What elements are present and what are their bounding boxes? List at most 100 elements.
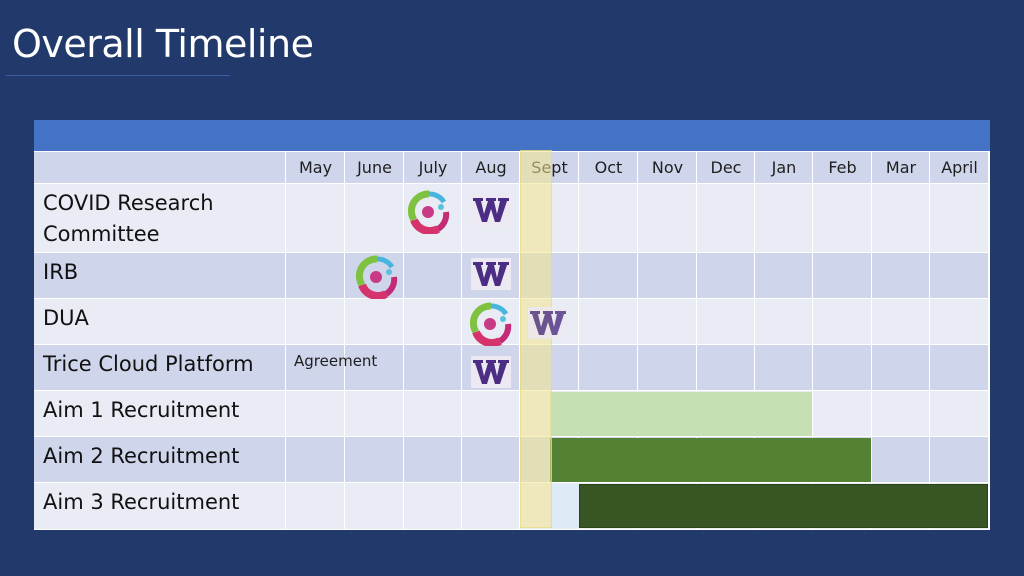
table-cell [286,184,345,253]
month-label: Jan [771,158,797,177]
current-month-highlight [520,150,552,528]
table-cell [404,483,462,530]
table-cell [638,184,697,253]
table-cell [755,345,813,391]
table-cell [579,152,638,184]
table-cell [34,437,286,483]
month-label: May [298,158,333,177]
table-cell [930,152,989,184]
aim3-lead-cell [550,484,579,528]
aim3-recruitment-bar [579,484,988,528]
row-label-dua: DUA [43,306,89,330]
table-cell [404,437,462,483]
table-cell [755,184,813,253]
table-cell [286,253,345,299]
table-cell [930,437,989,483]
table-cell [872,437,930,483]
colorful-circle-logo-icon [407,190,450,239]
table-cell [286,391,345,437]
table-cell [345,345,404,391]
table-cell [872,184,930,253]
table-cell [755,152,813,184]
table-cell [345,299,404,345]
table-cell [697,184,755,253]
table-cell [286,152,345,184]
aim1-recruitment-bar [550,392,812,436]
row-label-covid-committee: COVID Research Committee [43,191,214,246]
table-cell [579,184,638,253]
table-cell [813,345,872,391]
table-cell [697,299,755,345]
table-cell [697,152,755,184]
table-cell [930,299,989,345]
table-cell [930,184,989,253]
table-cell [930,391,989,437]
month-label: Mar [885,158,917,177]
uw-w-logo-icon [528,307,568,339]
uw-w-logo-icon [471,194,511,226]
aim2-recruitment-bar [550,438,871,482]
table-cell [462,391,520,437]
table-cell [462,152,520,184]
table-cell [404,345,462,391]
table-cell [638,345,697,391]
table-cell [286,483,345,530]
table-cell [872,299,930,345]
table-cell [872,345,930,391]
table-cell [34,483,286,530]
table-cell [34,299,286,345]
row-label-aim3: Aim 3 Recruitment [43,490,240,514]
month-label: Nov [651,158,684,177]
month-label: Dec [710,158,742,177]
table-cell [462,437,520,483]
table-cell [345,152,404,184]
slide-title: Overall Timeline [12,22,314,66]
agreement-note: Agreement [294,352,378,370]
colorful-circle-logo-icon [355,255,398,304]
table-cell [345,391,404,437]
table-cell [930,345,989,391]
table-cell [638,253,697,299]
table-cell [404,253,462,299]
table-cell [813,391,872,437]
uw-w-logo-icon [471,356,511,388]
table-cell [579,345,638,391]
table-cell [345,483,404,530]
month-label: Feb [828,158,857,177]
table-cell [34,152,286,184]
table-cell [34,184,286,253]
table-cell [755,299,813,345]
table-cell [579,253,638,299]
table-cell [404,391,462,437]
table-cell [345,184,404,253]
table-cell [813,152,872,184]
table-cell [404,152,462,184]
table-cell [286,345,345,391]
table-cell [462,483,520,530]
table-cell [872,152,930,184]
table-header-bar [34,120,990,152]
table-cell [755,253,813,299]
month-label: June [357,158,392,177]
row-label-irb: IRB [43,260,79,284]
month-label: July [418,158,448,177]
month-label: April [941,158,978,177]
uw-w-logo-icon [471,258,511,290]
table-cell [579,299,638,345]
table-cell [813,184,872,253]
table-cell [813,299,872,345]
row-label-trice: Trice Cloud Platform [43,352,254,376]
table-cell [813,253,872,299]
month-label: Oct [594,158,623,177]
table-cell [697,345,755,391]
table-cell [345,437,404,483]
month-label: Aug [475,158,507,177]
table-cell [404,299,462,345]
table-cell [286,437,345,483]
table-cell [286,299,345,345]
row-label-aim2: Aim 2 Recruitment [43,444,240,468]
table-cell [872,391,930,437]
table-cell [34,391,286,437]
table-cell [34,345,286,391]
table-cell [930,253,989,299]
